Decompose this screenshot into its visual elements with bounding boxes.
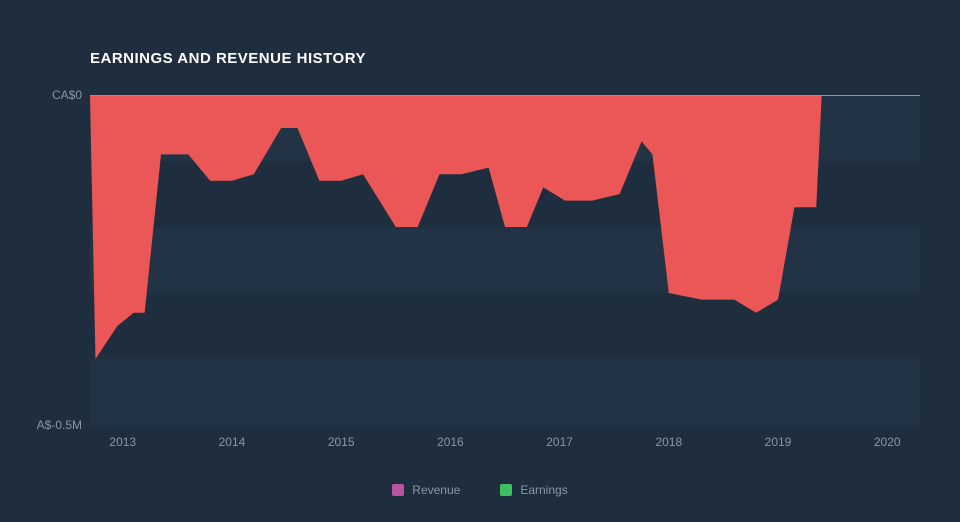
plot-area: CA$0A$-0.5M20132014201520162017201820192… bbox=[90, 95, 920, 425]
axis-line-zero bbox=[90, 95, 920, 96]
x-axis-label: 2019 bbox=[765, 435, 792, 449]
x-axis-label: 2014 bbox=[219, 435, 246, 449]
chart-title: EARNINGS AND REVENUE HISTORY bbox=[90, 50, 366, 67]
x-axis-label: 2017 bbox=[546, 435, 573, 449]
legend-label-earnings: Earnings bbox=[520, 483, 567, 497]
x-axis-label: 2018 bbox=[655, 435, 682, 449]
legend-item-earnings: Earnings bbox=[500, 483, 567, 497]
x-axis-label: 2016 bbox=[437, 435, 464, 449]
legend-label-revenue: Revenue bbox=[412, 483, 460, 497]
area-svg bbox=[90, 95, 920, 425]
legend: Revenue Earnings bbox=[0, 483, 960, 497]
y-axis-label: CA$0 bbox=[52, 88, 82, 102]
earnings-area bbox=[90, 95, 822, 359]
legend-item-revenue: Revenue bbox=[392, 483, 460, 497]
legend-swatch-earnings bbox=[500, 484, 512, 496]
legend-swatch-revenue bbox=[392, 484, 404, 496]
x-axis-label: 2013 bbox=[109, 435, 136, 449]
earnings-revenue-chart: EARNINGS AND REVENUE HISTORY CA$0A$-0.5M… bbox=[0, 0, 960, 522]
y-axis-label: A$-0.5M bbox=[37, 418, 82, 432]
x-axis-label: 2015 bbox=[328, 435, 355, 449]
x-axis-label: 2020 bbox=[874, 435, 901, 449]
